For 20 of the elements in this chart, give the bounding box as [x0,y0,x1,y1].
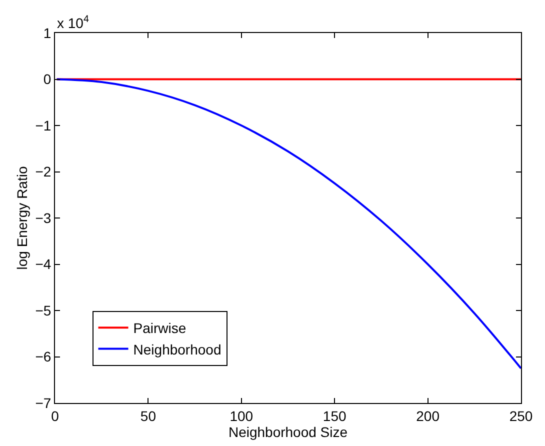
y-tick-label: −1 [35,117,52,134]
x-tick-label: 50 [140,408,156,424]
y-tick-label: −3 [35,210,52,226]
y-tick-label: −5 [35,302,52,318]
x-tick-label: 250 [509,408,533,424]
legend-label: Neighborhood [133,341,222,358]
y-tick-label: 0 [43,71,52,88]
legend-label: Pairwise [133,320,186,336]
y-tick-label: −4 [35,256,52,272]
x-tick-label: 150 [322,408,346,424]
y-tick-label: 1 [43,24,52,41]
x-tick-label: 100 [230,408,254,424]
x-tick-label: 200 [416,408,440,424]
x-axis-title: Neighborhood Size [228,424,348,440]
y-tick-label: −6 [35,348,52,365]
y-tick-label: −2 [35,164,52,180]
text: x 10$^{4}$ [57,14,90,31]
y-axis-title: log Energy Ratio [14,166,30,270]
line-series [56,78,521,370]
y-tick-label: −7 [35,394,52,411]
